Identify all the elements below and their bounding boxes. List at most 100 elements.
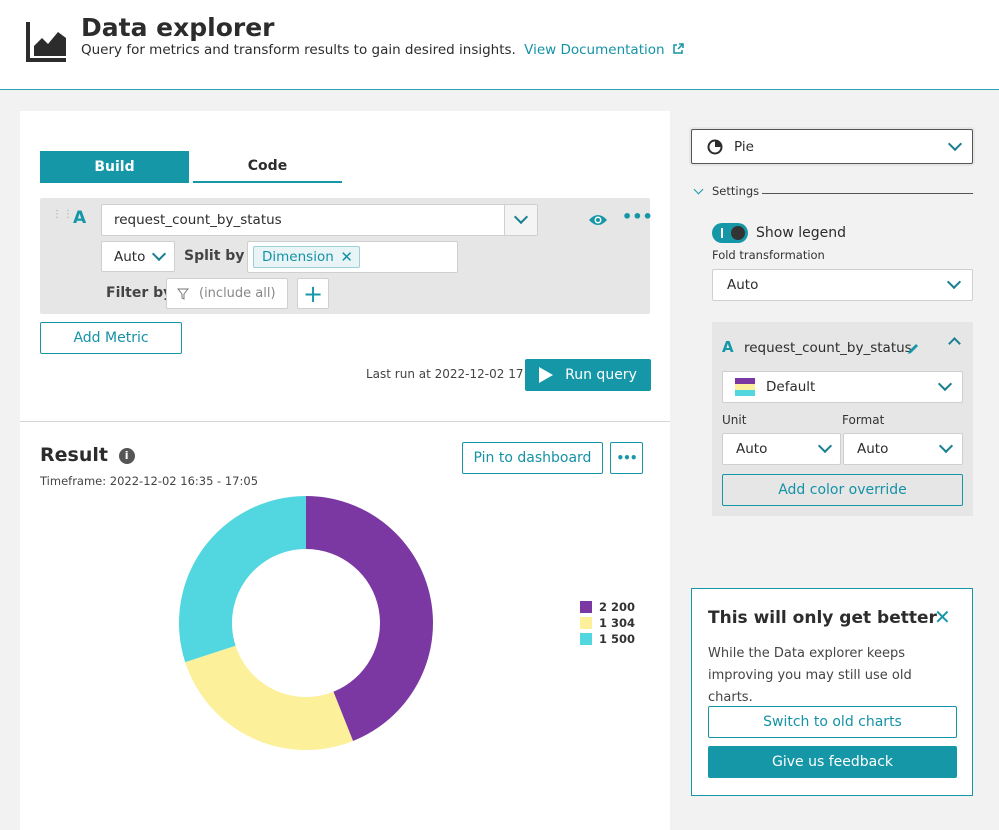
metric-dropdown-toggle[interactable] [504, 205, 537, 235]
legend-item-0[interactable]: 2 200 [580, 600, 635, 614]
pie-slice-0[interactable] [306, 496, 433, 741]
drag-handle-icon[interactable]: ⋮⋮ [52, 209, 74, 220]
chevron-down-icon [938, 438, 954, 454]
series-name: request_count_by_status [744, 340, 912, 356]
close-icon[interactable]: ✕ [934, 605, 951, 629]
unit-label: Unit [722, 413, 747, 427]
format-label: Format [842, 413, 885, 427]
visualization-type-value: Pie [734, 138, 754, 155]
switch-to-old-charts-button[interactable]: Switch to old charts [708, 706, 957, 738]
palette-select[interactable]: Default [722, 371, 963, 403]
filter-placeholder: (include all) [199, 286, 276, 301]
visualization-panel: Pie Settings Show legend Fold transforma… [671, 111, 999, 830]
filter-icon [177, 288, 189, 300]
subtitle-text: Query for metrics and transform results … [81, 42, 516, 58]
run-query-button[interactable]: Run query [525, 359, 651, 391]
dimension-chip[interactable]: Dimension ✕ [253, 246, 360, 268]
view-documentation-link[interactable]: View Documentation [524, 42, 684, 58]
filter-by-label: Filter by [106, 285, 173, 301]
series-settings-card: A request_count_by_status Default Unit F… [712, 322, 973, 516]
more-options-icon[interactable]: ••• [622, 207, 653, 226]
pie-slice-1[interactable] [185, 645, 354, 750]
section-divider [20, 421, 670, 422]
series-letter: A [722, 338, 734, 356]
pin-to-dashboard-button[interactable]: Pin to dashboard [462, 442, 603, 474]
page-header: Data explorer Query for metrics and tran… [0, 0, 999, 90]
palette-swatch-icon [735, 378, 755, 396]
add-filter-button[interactable]: + [297, 278, 329, 309]
timeframe-text: Timeframe: 2022-12-02 16:35 - 17:05 [40, 474, 259, 488]
query-letter: A [73, 208, 87, 228]
chevron-down-icon [513, 209, 529, 225]
remove-chip-icon[interactable]: ✕ [340, 248, 353, 266]
plus-icon: + [302, 279, 324, 308]
split-by-field[interactable]: Dimension ✕ [247, 241, 458, 273]
query-panel: Build Code ⋮⋮ A request_count_by_status … [20, 111, 670, 830]
metric-select-value: request_count_by_status [114, 212, 282, 228]
fold-transformation-select[interactable]: Auto [712, 269, 973, 301]
notice-body: While the Data explorer keeps improving … [708, 646, 912, 705]
chevron-down-icon [151, 246, 167, 262]
visualization-type-select[interactable]: Pie [691, 129, 973, 164]
chevron-up-icon[interactable] [948, 337, 961, 350]
legend-swatch [580, 601, 592, 613]
legend-swatch [580, 633, 592, 645]
fold-value: Auto [727, 277, 759, 293]
add-color-override-button[interactable]: Add color override [722, 474, 963, 506]
notice-card: This will only get better ✕ While the Da… [691, 588, 973, 796]
legend-item-1[interactable]: 1 304 [580, 616, 635, 630]
page-title: Data explorer [81, 13, 275, 42]
split-by-label: Split by [184, 248, 245, 264]
show-legend-toggle[interactable] [712, 223, 748, 243]
settings-toggle[interactable]: Settings [693, 184, 760, 198]
more-options-icon: ••• [616, 451, 637, 465]
palette-value: Default [766, 379, 816, 395]
doc-link-label: View Documentation [524, 42, 665, 58]
settings-divider [762, 193, 973, 194]
format-value: Auto [857, 441, 889, 457]
settings-label: Settings [712, 184, 760, 198]
legend-label: 1 500 [599, 632, 636, 646]
unit-select[interactable]: Auto [722, 433, 841, 465]
chevron-down-icon [947, 136, 963, 152]
legend-swatch [580, 617, 592, 629]
fold-transformation-label: Fold transformation [712, 248, 825, 262]
legend-label: 1 304 [599, 616, 636, 630]
legend-item-2[interactable]: 1 500 [580, 632, 635, 646]
filter-input[interactable]: (include all) [166, 278, 288, 309]
chevron-down-icon [693, 184, 704, 194]
info-icon[interactable]: i [118, 447, 135, 464]
run-query-label: Run query [565, 367, 637, 383]
play-icon [539, 367, 554, 383]
add-metric-button[interactable]: Add Metric [40, 322, 182, 354]
data-explorer-logo-icon [26, 22, 66, 62]
give-feedback-button[interactable]: Give us feedback [708, 746, 957, 778]
show-legend-label: Show legend [756, 225, 846, 241]
aggregation-value: Auto [114, 248, 146, 265]
chevron-down-icon [817, 438, 833, 454]
metric-select[interactable]: request_count_by_status [101, 204, 538, 236]
notice-title: This will only get better [708, 608, 937, 628]
tab-code[interactable]: Code [193, 151, 342, 183]
result-title-text: Result [40, 444, 108, 466]
query-row: ⋮⋮ A request_count_by_status ••• Auto Sp… [40, 198, 653, 314]
legend-label: 2 200 [599, 600, 636, 614]
edit-pencil-icon[interactable] [906, 342, 920, 356]
chevron-down-icon [946, 274, 962, 290]
pie-chart-icon [707, 139, 723, 155]
tab-build[interactable]: Build [40, 151, 189, 183]
toggle-on-mark [721, 228, 723, 238]
result-more-button[interactable]: ••• [610, 442, 643, 474]
aggregation-select[interactable]: Auto [101, 241, 175, 272]
external-link-icon [673, 43, 684, 54]
toggle-knob [731, 226, 745, 240]
eye-icon[interactable] [588, 213, 608, 227]
format-select[interactable]: Auto [843, 433, 963, 465]
page-subtitle: Query for metrics and transform results … [81, 42, 684, 58]
result-title: Result i [40, 444, 135, 466]
dimension-chip-label: Dimension [262, 249, 334, 265]
pie-slice-2[interactable] [179, 496, 306, 663]
chevron-down-icon [937, 376, 953, 392]
pie-chart [179, 496, 433, 750]
unit-value: Auto [736, 441, 768, 457]
